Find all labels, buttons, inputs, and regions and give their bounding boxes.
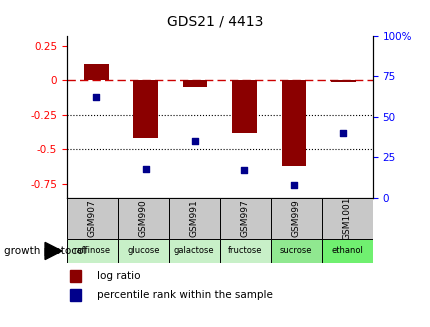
Bar	[270, 239, 321, 263]
Bar	[232, 80, 256, 133]
Bar	[169, 239, 219, 263]
Bar	[70, 269, 81, 282]
Text: GSM997: GSM997	[240, 199, 249, 237]
Bar	[219, 198, 270, 239]
Bar	[70, 289, 81, 301]
Bar	[67, 198, 117, 239]
Text: GSM990: GSM990	[138, 199, 147, 237]
Point	[290, 182, 297, 187]
Point	[142, 166, 149, 171]
Bar	[321, 239, 372, 263]
Text: fructose: fructose	[227, 247, 262, 255]
Text: GSM999: GSM999	[291, 199, 300, 237]
Text: raffinose: raffinose	[74, 247, 111, 255]
Bar	[133, 80, 158, 138]
Bar	[169, 198, 219, 239]
Point	[93, 95, 100, 100]
Bar	[67, 239, 117, 263]
Text: log ratio: log ratio	[97, 271, 141, 281]
Text: GSM991: GSM991	[189, 199, 198, 237]
Point	[191, 139, 198, 144]
Bar	[182, 80, 207, 87]
Bar	[84, 64, 108, 80]
Bar	[281, 80, 305, 166]
Text: glucose: glucose	[127, 247, 159, 255]
Bar	[321, 198, 372, 239]
Bar	[219, 239, 270, 263]
Text: growth protocol: growth protocol	[4, 246, 86, 256]
Text: GSM907: GSM907	[88, 199, 97, 237]
Text: percentile rank within the sample: percentile rank within the sample	[97, 290, 273, 300]
Text: ethanol: ethanol	[331, 247, 362, 255]
Point	[240, 168, 247, 173]
Bar	[270, 198, 321, 239]
Text: GSM1001: GSM1001	[342, 197, 351, 240]
Text: sucrose: sucrose	[280, 247, 312, 255]
Point	[339, 130, 346, 136]
Bar	[117, 239, 169, 263]
Text: galactose: galactose	[174, 247, 214, 255]
Text: GDS21 / 4413: GDS21 / 4413	[167, 15, 263, 29]
Bar	[117, 198, 169, 239]
Bar	[330, 80, 355, 82]
Polygon shape	[45, 242, 62, 260]
